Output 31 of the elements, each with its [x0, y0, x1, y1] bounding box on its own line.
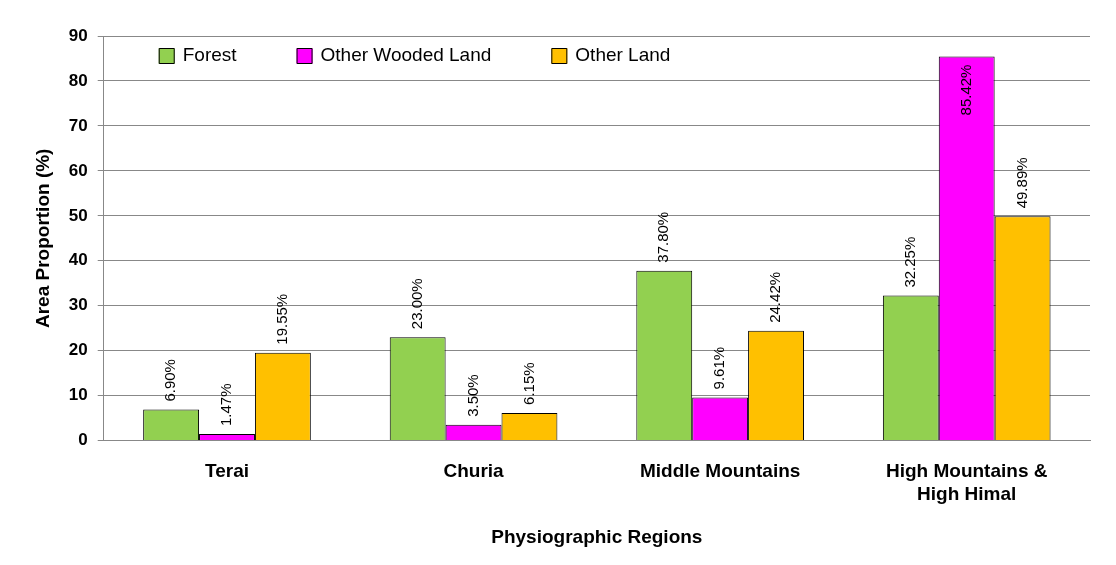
y-tick-label: 30 [68, 295, 88, 315]
data-label: 6.15% [519, 362, 537, 405]
data-label: 19.55% [273, 293, 291, 345]
y-tick-label: 20 [68, 340, 88, 360]
x-tick-label: High Mountains & High Himal [885, 460, 1048, 505]
data-label: 32.25% [900, 236, 918, 288]
y-tick-label: 60 [68, 160, 88, 180]
x-axis-title: Physiographic Regions [491, 525, 703, 547]
y-axis-title: Area Proportion (%) [31, 148, 53, 329]
data-label: 49.89% [1012, 157, 1030, 209]
y-tick-label: 0 [78, 430, 88, 450]
data-label: 85.42% [956, 64, 974, 116]
data-label: 9.61% [710, 346, 728, 390]
data-label: 6.90% [161, 359, 179, 402]
y-tick-label: 50 [68, 205, 88, 225]
x-tick-label: Middle Mountains [639, 460, 801, 482]
legend-label: Other Land [575, 44, 671, 66]
data-label: 23.00% [407, 278, 425, 330]
x-tick-label: Churia [443, 460, 505, 482]
y-tick-label: 40 [68, 250, 88, 270]
data-label: 1.47% [217, 383, 235, 426]
y-tick-label: 10 [68, 385, 88, 405]
legend-label: Other Wooded Land [320, 44, 492, 66]
x-tick-label: Terai [204, 460, 249, 482]
data-label: 3.50% [463, 374, 481, 417]
data-label: 24.42% [766, 271, 784, 323]
data-label: 37.80% [654, 211, 672, 263]
y-tick-label: 80 [68, 70, 88, 90]
y-tick-label: 90 [68, 25, 88, 45]
y-tick-label: 70 [68, 115, 88, 135]
legend-label: Forest [182, 44, 238, 66]
